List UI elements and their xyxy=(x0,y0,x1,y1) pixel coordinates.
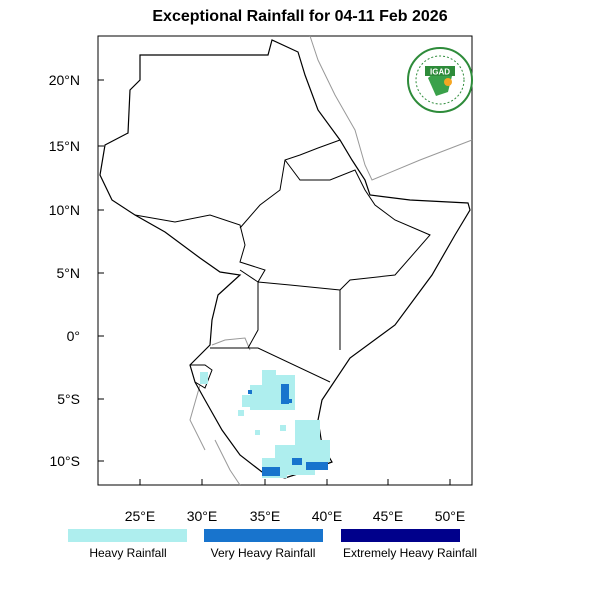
neighbor-boundaries xyxy=(189,337,251,486)
lon-label: 25°E xyxy=(124,508,156,524)
legend-swatch-heavy xyxy=(68,529,187,542)
lat-label: 0° xyxy=(66,328,80,344)
legend-swatch-extremely-heavy xyxy=(341,529,460,542)
lat-label: 20°N xyxy=(48,72,80,88)
lon-label: 35°E xyxy=(249,508,281,524)
lat-label: 5°S xyxy=(57,391,80,407)
svg-text:IGAD: IGAD xyxy=(430,68,450,77)
legend-label: Heavy Rainfall xyxy=(89,546,167,560)
lat-label: 10°S xyxy=(49,453,80,469)
lon-label: 45°E xyxy=(372,508,404,524)
lat-label: 5°N xyxy=(56,265,81,281)
legend-label: Very Heavy Rainfall xyxy=(210,546,316,560)
legend-label: Extremely Heavy Rainfall xyxy=(342,546,478,560)
country-borders xyxy=(134,139,431,389)
lon-label: 40°E xyxy=(311,508,343,524)
legend-swatch-very-heavy xyxy=(204,529,323,542)
igad-logo: IGAD xyxy=(407,47,473,113)
very-heavy-rainfall-areas xyxy=(248,384,328,476)
arabian-coast xyxy=(309,35,473,181)
lon-label: 30°E xyxy=(186,508,218,524)
rainfall-overlay xyxy=(200,370,330,478)
map-title: Exceptional Rainfall for 04-11 Feb 2026 xyxy=(152,8,448,25)
lat-label: 10°N xyxy=(48,202,80,218)
map-frame xyxy=(97,35,473,486)
axis-ticks xyxy=(98,79,451,485)
lat-label: 15°N xyxy=(48,138,80,154)
lon-label: 50°E xyxy=(434,508,466,524)
